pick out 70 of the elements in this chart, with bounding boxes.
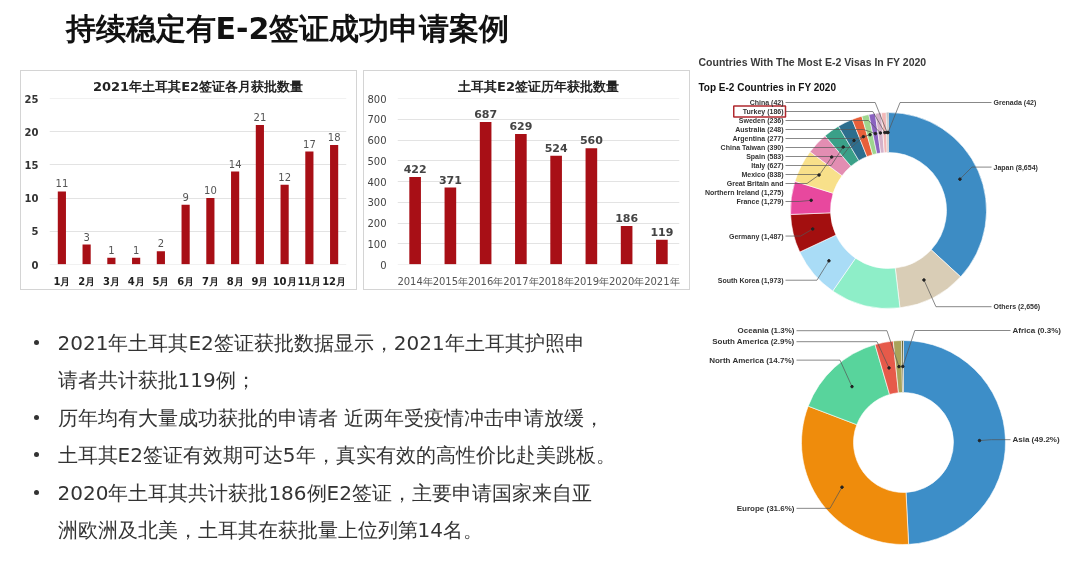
slice-label: Oceania (1.3%) xyxy=(737,326,795,336)
data-label: 11 xyxy=(55,178,69,190)
data-label: 17 xyxy=(303,138,316,150)
data-label: 10 xyxy=(204,185,217,197)
x-tick-label: 10月 xyxy=(272,275,297,287)
data-label: 18 xyxy=(327,131,341,143)
text: 2021年土耳其E2签证获批数据显示，2021年土耳其护照申请者共计获批119例； xyxy=(57,330,585,392)
data-label: 1 xyxy=(132,244,140,256)
data-label: 14 xyxy=(228,158,242,170)
x-tick-label: 12月 xyxy=(322,275,347,287)
x-tick-label: 2016年 xyxy=(467,275,504,287)
x-tick-label: 2021年 xyxy=(644,275,680,287)
x-tick-label: 5月 xyxy=(152,275,170,287)
y-tick-label: 300 xyxy=(367,197,387,209)
text: 持续稳定有E-2签证成功申请案例 xyxy=(64,11,510,46)
y-tick-label: 10 xyxy=(24,193,39,205)
y-tick-label: 700 xyxy=(367,114,387,126)
x-tick-label: 7月 xyxy=(201,275,219,287)
text: 历年均有大量成功获批的申请者 近两年受疫情冲击申请放缓， xyxy=(57,405,604,430)
data-label: 371 xyxy=(438,173,462,187)
x-tick-label: 1月 xyxy=(53,275,71,287)
x-tick-label: 2019年 xyxy=(573,275,610,287)
y-tick-label: 5 xyxy=(31,226,39,238)
x-tick-label: 4月 xyxy=(127,275,145,287)
data-label: 2 xyxy=(157,238,165,250)
slice-label: Africa (0.3%) xyxy=(1012,326,1062,335)
slice-label: Europe (31.6%) xyxy=(736,503,795,513)
y-tick-label: 100 xyxy=(367,238,387,250)
chart-title: Countries With The Most E-2 Visas In FY 2020 xyxy=(698,55,927,68)
x-tick-label: 2020年 xyxy=(608,275,645,287)
data-label: 687 xyxy=(474,107,498,121)
text: 土耳其E2签证有效期可达5年，真实有效的高性价比赴美跳板。 xyxy=(57,443,616,467)
data-label: 119 xyxy=(650,225,674,239)
x-tick-label: 3月 xyxy=(102,275,120,287)
y-tick-label: 0 xyxy=(380,259,387,271)
y-tick-label: 600 xyxy=(367,135,387,146)
data-label: 629 xyxy=(509,119,533,133)
y-tick-label: 25 xyxy=(24,93,39,105)
y-tick-label: 800 xyxy=(367,93,387,105)
x-tick-label: 8月 xyxy=(226,275,244,287)
data-label: 524 xyxy=(544,141,568,155)
text: 2020年土耳其共计获批186例E2签证，主要申请国家来自亚洲欧洲及北美，土耳其在获批量上位列第14名。 xyxy=(57,480,592,542)
data-label: 12 xyxy=(278,171,291,183)
y-tick-label: 15 xyxy=(24,159,39,171)
x-tick-label: 2月 xyxy=(78,275,96,287)
y-tick-label: 500 xyxy=(367,155,387,167)
data-label: 1 xyxy=(108,244,115,256)
x-tick-label: 6月 xyxy=(177,275,195,287)
chart-subtitle: Top E-2 Countries in FY 2020 xyxy=(698,82,837,93)
data-label: 3 xyxy=(83,231,90,243)
y-tick-label: 400 xyxy=(367,176,387,188)
y-tick-label: 20 xyxy=(24,126,39,138)
data-label: 9 xyxy=(182,191,189,203)
slice-label: South America (2.9%) xyxy=(712,337,795,347)
data-label: 560 xyxy=(579,134,604,148)
slice-label: Asia (49.2%) xyxy=(1012,435,1060,445)
data-label: 21 xyxy=(253,112,267,124)
x-tick-label: 9月 xyxy=(251,275,269,287)
data-label: 186 xyxy=(615,211,639,225)
x-tick-label: 2018年 xyxy=(538,275,574,287)
slice-label: North America (14.7%) xyxy=(709,355,795,365)
x-tick-label: 2014年 xyxy=(397,275,433,287)
data-label: 422 xyxy=(403,162,427,176)
y-tick-label: 200 xyxy=(367,218,387,229)
x-tick-label: 2017年 xyxy=(503,275,539,287)
y-tick-label: 0 xyxy=(31,259,39,271)
x-tick-label: 11月 xyxy=(297,275,322,287)
chart-title: 土耳其E2签证历年获批数量 xyxy=(457,78,619,94)
x-tick-label: 2015年 xyxy=(432,275,469,287)
chart-title: 2021年土耳其E2签证各月获批数量 xyxy=(92,78,304,94)
